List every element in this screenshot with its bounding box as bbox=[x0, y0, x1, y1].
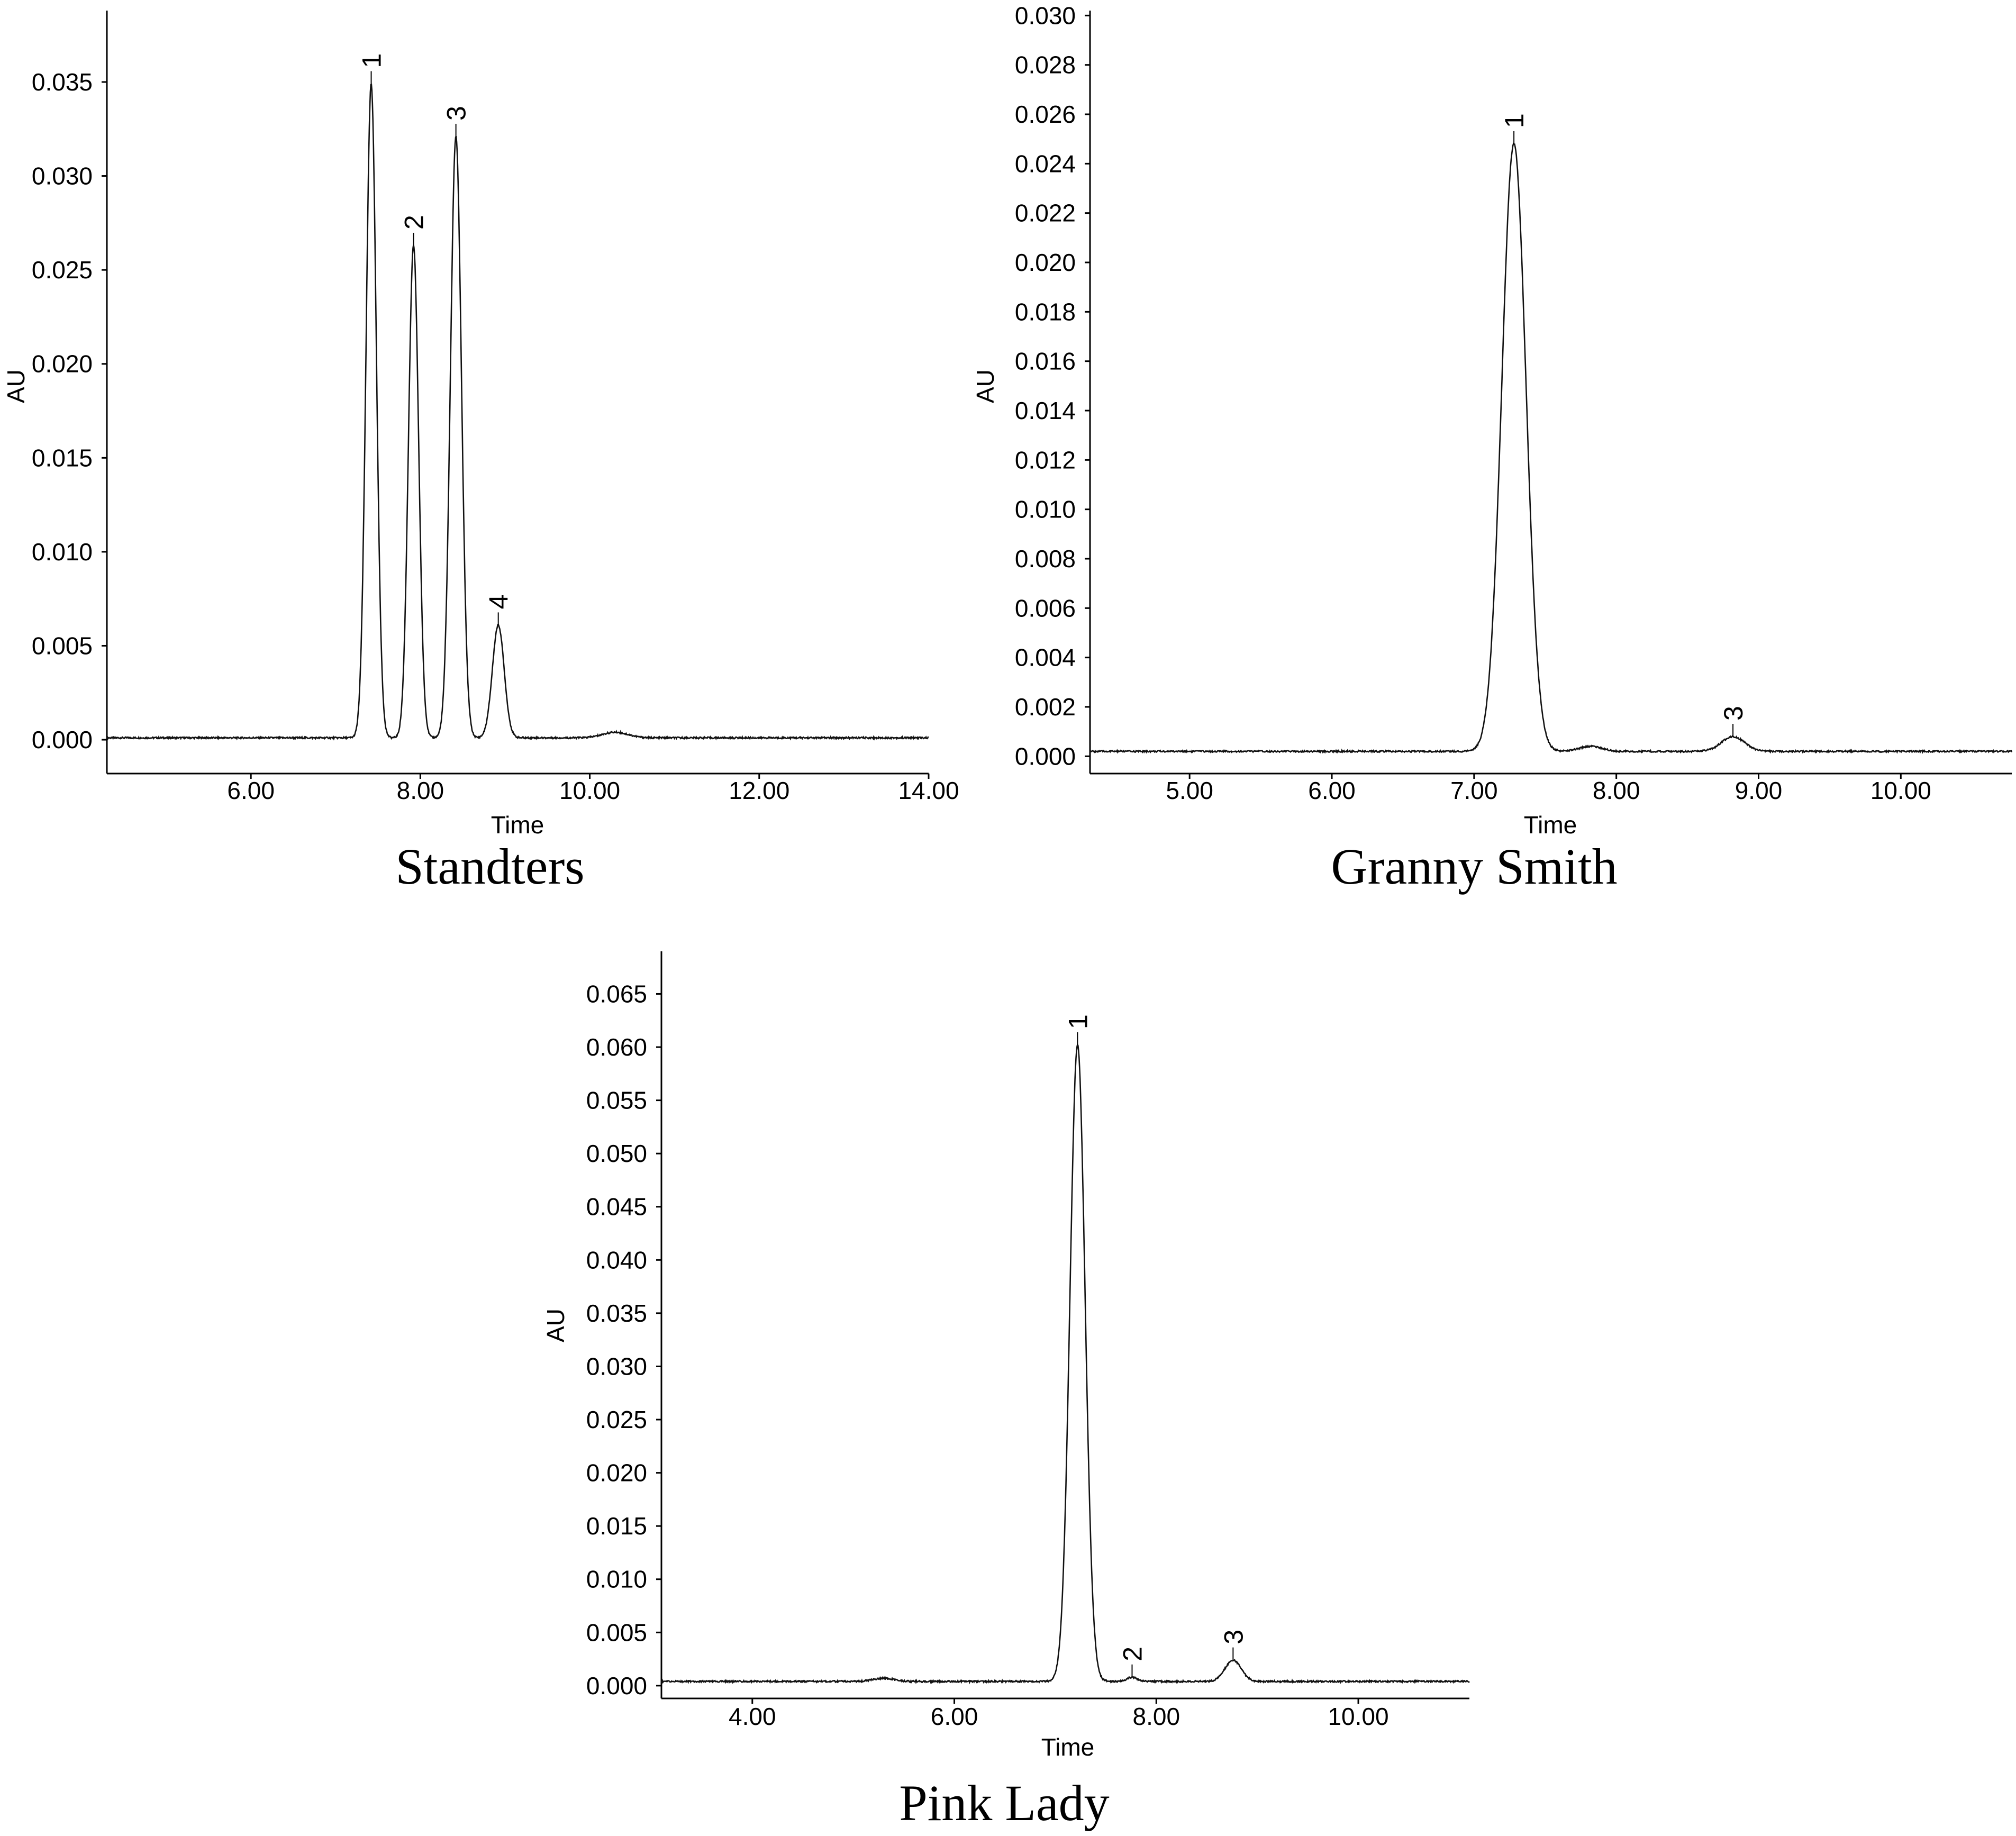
x-tick-label: 12.00 bbox=[729, 777, 789, 804]
y-tick-label: 0.012 bbox=[1015, 446, 1076, 474]
peak-label: 4 bbox=[484, 595, 514, 610]
y-tick-label: 0.014 bbox=[1015, 397, 1076, 424]
y-tick-label: 0.020 bbox=[1015, 249, 1076, 276]
panel-granny-smith: 0.000 0.002 0.004 0.006 0.008 0.010 0.012 0.014… bbox=[971, 2, 2013, 895]
y-tick-label: 0.020 bbox=[32, 350, 93, 378]
x-tick-label: 6.00 bbox=[931, 1703, 978, 1730]
y-tick-label: 0.030 bbox=[586, 1352, 647, 1380]
y-tick-label: 0.006 bbox=[1015, 594, 1076, 622]
panel-caption: Pink Lady bbox=[899, 1775, 1109, 1831]
series-line bbox=[106, 84, 929, 741]
y-tick-label: 0.000 bbox=[586, 1672, 647, 1699]
y-tick-label: 0.022 bbox=[1015, 199, 1076, 227]
peak-label: 3 bbox=[1719, 706, 1748, 721]
peak-label: 2 bbox=[399, 215, 429, 230]
y-axis-title: AU bbox=[2, 369, 30, 403]
series-line bbox=[1089, 142, 2013, 755]
y-tick-label: 0.004 bbox=[1015, 644, 1076, 671]
y-tick-label: 0.010 bbox=[1015, 496, 1076, 523]
y-tick-label: 0.000 bbox=[32, 726, 93, 753]
x-tick-label: 8.00 bbox=[1133, 1703, 1180, 1730]
peak-label: 1 bbox=[357, 53, 387, 68]
y-tick-label: 0.045 bbox=[586, 1193, 647, 1221]
y-tick-label: 0.024 bbox=[1015, 150, 1076, 177]
y-tick-label: 0.020 bbox=[586, 1459, 647, 1487]
y-tick-label: 0.055 bbox=[586, 1087, 647, 1114]
peak-label: 3 bbox=[1219, 1630, 1248, 1644]
x-tick-label: 9.00 bbox=[1735, 777, 1783, 804]
peak-label: 1 bbox=[1500, 113, 1529, 128]
x-tick-label: 5.00 bbox=[1166, 777, 1213, 804]
y-tick-label: 0.002 bbox=[1015, 693, 1076, 721]
x-axis-title: Time bbox=[1041, 1733, 1095, 1761]
panel-caption: Granny Smith bbox=[1331, 838, 1617, 895]
y-tick-label: 0.035 bbox=[586, 1299, 647, 1327]
y-tick-label: 0.030 bbox=[32, 162, 93, 190]
y-tick-label: 0.010 bbox=[586, 1566, 647, 1593]
y-tick-label: 0.018 bbox=[1015, 298, 1076, 325]
y-tick-label: 0.008 bbox=[1015, 545, 1076, 572]
y-tick-label: 0.028 bbox=[1015, 51, 1076, 79]
y-tick-label: 0.005 bbox=[586, 1619, 647, 1646]
peak-label: 3 bbox=[442, 106, 471, 121]
y-axis-title: AU bbox=[542, 1308, 569, 1342]
peak-label: 2 bbox=[1118, 1647, 1147, 1661]
y-tick-label: 0.026 bbox=[1015, 101, 1076, 128]
x-tick-label: 8.00 bbox=[397, 777, 444, 804]
y-tick-label: 0.015 bbox=[32, 444, 93, 471]
y-tick-label: 0.025 bbox=[32, 256, 93, 284]
y-axis-title: AU bbox=[971, 369, 999, 403]
y-tick-label: 0.016 bbox=[1015, 348, 1076, 375]
y-tick-label: 0.050 bbox=[586, 1140, 647, 1167]
x-tick-label: 8.00 bbox=[1593, 777, 1640, 804]
x-tick-label: 10.00 bbox=[1870, 777, 1931, 804]
series-line bbox=[660, 1042, 1470, 1685]
x-tick-label: 7.00 bbox=[1450, 777, 1498, 804]
x-tick-label: 4.00 bbox=[729, 1703, 776, 1730]
y-tick-label: 0.065 bbox=[586, 980, 647, 1007]
y-tick-label: 0.035 bbox=[32, 68, 93, 96]
x-tick-label: 14.00 bbox=[898, 777, 959, 804]
y-tick-label: 0.015 bbox=[586, 1512, 647, 1540]
y-tick-label: 0.030 bbox=[1015, 2, 1076, 29]
x-axis-title: Time bbox=[1524, 811, 1577, 839]
y-tick-label: 0.060 bbox=[586, 1033, 647, 1061]
panel-standters: 0.000 0.005 0.010 0.015 0.020 0.025 0.030 0.035… bbox=[2, 11, 959, 895]
y-tick-label: 0.005 bbox=[32, 632, 93, 659]
x-tick-label: 6.00 bbox=[1308, 777, 1356, 804]
y-tick-label: 0.010 bbox=[32, 538, 93, 566]
panel-pink-lady: 0.000 0.005 0.010 0.015 0.020 0.025 0.030 0.035… bbox=[542, 951, 1470, 1831]
x-tick-label: 6.00 bbox=[227, 777, 275, 804]
y-tick-label: 0.040 bbox=[586, 1246, 647, 1274]
y-tick-label: 0.000 bbox=[1015, 742, 1076, 770]
panel-caption: Standters bbox=[395, 838, 584, 895]
x-tick-label: 10.00 bbox=[1328, 1703, 1388, 1730]
x-tick-label: 10.00 bbox=[559, 777, 620, 804]
x-axis-title: Time bbox=[491, 811, 544, 839]
y-tick-label: 0.025 bbox=[586, 1406, 647, 1433]
peak-label: 1 bbox=[1063, 1014, 1093, 1029]
